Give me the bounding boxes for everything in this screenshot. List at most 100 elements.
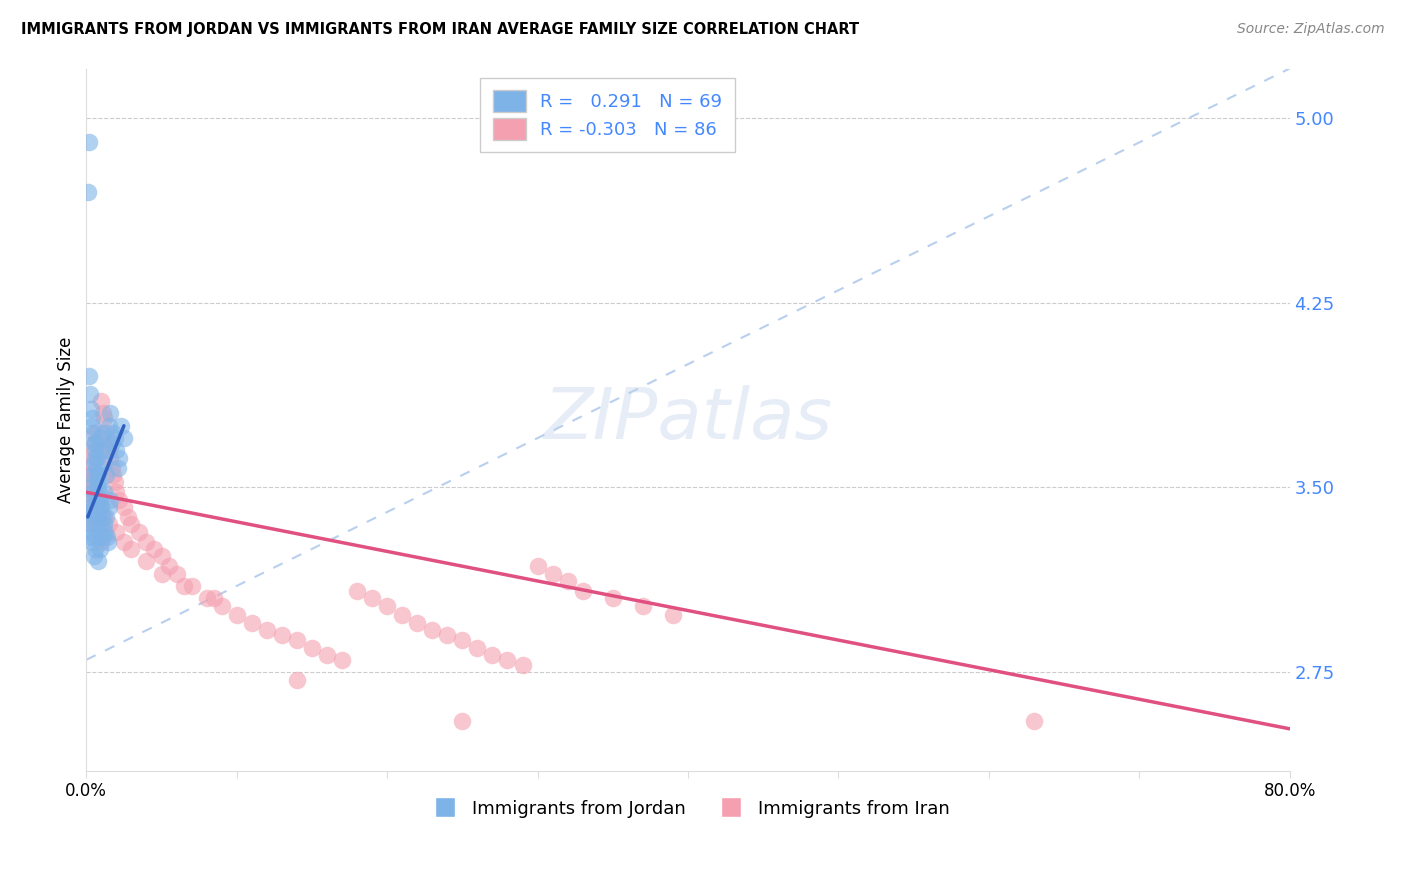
Point — [77, 500, 100, 514]
Point — [101, 460, 124, 475]
Point — [94, 426, 117, 441]
Point — [82, 475, 104, 490]
Point — [117, 510, 139, 524]
Point — [180, 579, 202, 593]
Point — [87, 492, 110, 507]
Point — [84, 530, 107, 544]
Text: ZIPatlas: ZIPatlas — [544, 385, 832, 454]
Point — [110, 418, 132, 433]
Point — [391, 608, 413, 623]
Point — [89, 541, 111, 556]
Point — [103, 426, 125, 441]
Point — [481, 648, 503, 662]
Point — [77, 136, 100, 150]
Point — [135, 534, 157, 549]
Point — [84, 436, 107, 450]
Point — [84, 485, 107, 500]
Point — [87, 485, 110, 500]
Point — [98, 450, 121, 465]
Point — [79, 369, 101, 384]
Point — [90, 517, 112, 532]
Point — [105, 485, 128, 500]
Point — [330, 653, 353, 667]
Point — [406, 615, 429, 630]
Point — [541, 566, 564, 581]
Point — [83, 541, 105, 556]
Point — [91, 426, 114, 441]
Point — [80, 505, 103, 519]
Point — [90, 534, 112, 549]
Point — [93, 510, 115, 524]
Point — [82, 450, 104, 465]
Point — [80, 530, 103, 544]
Point — [84, 517, 107, 532]
Point — [87, 510, 110, 524]
Point — [150, 549, 173, 564]
Point — [87, 524, 110, 539]
Point — [512, 657, 534, 672]
Point — [83, 456, 105, 470]
Point — [86, 492, 108, 507]
Point — [79, 492, 101, 507]
Point — [76, 510, 98, 524]
Point — [98, 492, 121, 507]
Point — [82, 426, 104, 441]
Point — [107, 460, 129, 475]
Point — [94, 510, 117, 524]
Point — [84, 450, 107, 465]
Point — [86, 510, 108, 524]
Point — [202, 591, 225, 606]
Point — [301, 640, 323, 655]
Point — [86, 468, 108, 483]
Point — [98, 407, 121, 421]
Point — [602, 591, 624, 606]
Point — [89, 431, 111, 445]
Point — [87, 517, 110, 532]
Y-axis label: Average Family Size: Average Family Size — [58, 336, 75, 503]
Point — [120, 541, 142, 556]
Point — [211, 599, 233, 613]
Point — [285, 673, 308, 687]
Point — [166, 566, 188, 581]
Point — [91, 407, 114, 421]
Point — [82, 517, 104, 532]
Point — [82, 524, 104, 539]
Legend: Immigrants from Jordan, Immigrants from Iran: Immigrants from Jordan, Immigrants from … — [419, 792, 956, 825]
Point — [97, 443, 120, 458]
Point — [76, 485, 98, 500]
Point — [631, 599, 654, 613]
Point — [82, 485, 104, 500]
Point — [496, 653, 519, 667]
Point — [150, 566, 173, 581]
Point — [557, 574, 579, 588]
Point — [79, 468, 101, 483]
Point — [90, 443, 112, 458]
Point — [82, 418, 104, 433]
Point — [375, 599, 398, 613]
Point — [80, 411, 103, 425]
Point — [97, 517, 120, 532]
Point — [94, 468, 117, 483]
Point — [97, 500, 120, 514]
Point — [467, 640, 489, 655]
Point — [83, 436, 105, 450]
Point — [225, 608, 247, 623]
Point — [105, 443, 128, 458]
Point — [94, 524, 117, 539]
Point — [79, 468, 101, 483]
Point — [285, 633, 308, 648]
Point — [120, 517, 142, 532]
Point — [451, 633, 474, 648]
Point — [97, 418, 120, 433]
Point — [112, 431, 135, 445]
Point — [103, 468, 125, 483]
Text: IMMIGRANTS FROM JORDAN VS IMMIGRANTS FROM IRAN AVERAGE FAMILY SIZE CORRELATION C: IMMIGRANTS FROM JORDAN VS IMMIGRANTS FRO… — [21, 22, 859, 37]
Point — [80, 510, 103, 524]
Point — [361, 591, 384, 606]
Point — [82, 468, 104, 483]
Point — [83, 443, 105, 458]
Point — [128, 524, 150, 539]
Point — [90, 394, 112, 409]
Point — [87, 500, 110, 514]
Point — [83, 549, 105, 564]
